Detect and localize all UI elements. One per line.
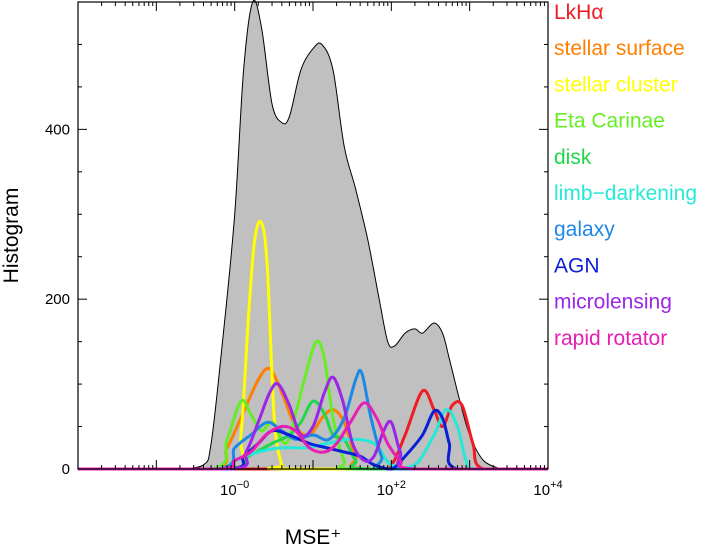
y-tick-label-1: 200 bbox=[45, 291, 70, 308]
legend-item-7: AGN bbox=[554, 254, 600, 277]
y-axis-label: Histogram bbox=[0, 188, 23, 284]
y-tick-label-0: 0 bbox=[62, 461, 70, 478]
legend-item-9: rapid rotator bbox=[554, 327, 667, 350]
series-line-3 bbox=[78, 339, 548, 471]
series-line-8 bbox=[78, 375, 548, 471]
legend-item-0: LkHα bbox=[554, 1, 604, 24]
y-tick-label-2: 400 bbox=[45, 121, 70, 138]
legend-item-1: stellar surface bbox=[554, 37, 685, 60]
legend-item-6: galaxy bbox=[554, 218, 615, 241]
total-histogram-area bbox=[179, 0, 502, 470]
legend-item-8: microlensing bbox=[554, 291, 672, 314]
x-tick-label-1: 10+2 bbox=[377, 479, 406, 499]
legend-item-5: limb−darkening bbox=[554, 182, 697, 205]
series-line-6 bbox=[78, 368, 548, 471]
axis-ticks: 10−0 10+2 10+4 0 200 400 bbox=[45, 1, 563, 499]
x-tick-label-0: 10−0 bbox=[220, 479, 249, 499]
series-lines bbox=[78, 219, 548, 471]
legend: LkHα stellar surface stellar cluster Eta Ca… bbox=[554, 1, 697, 350]
legend-item-2: stellar cluster bbox=[554, 73, 678, 96]
plot-area bbox=[179, 0, 502, 470]
series-line-9 bbox=[78, 401, 548, 471]
legend-item-4: disk bbox=[554, 146, 592, 169]
x-axis-label: MSE⁺ bbox=[285, 526, 342, 549]
legend-item-3: Eta Carinae bbox=[554, 110, 665, 133]
x-tick-label-2: 10+4 bbox=[533, 479, 562, 499]
